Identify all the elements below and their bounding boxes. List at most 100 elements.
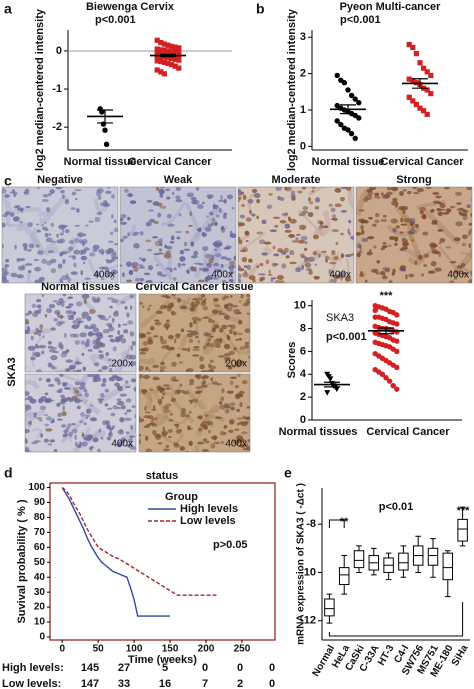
risk-value: 27 [118,662,130,674]
cell [239,214,246,219]
micrograph-border [138,293,251,373]
cell [56,389,63,394]
cell [84,324,89,330]
risk-row-label: High levels: [2,662,64,674]
tissue-strand [93,198,109,213]
cell [220,440,225,445]
cell [307,256,315,263]
panel-letter: b [256,1,265,17]
cell [407,190,412,195]
cell [60,394,65,399]
cell [375,272,380,275]
data-point [410,98,416,104]
cell [230,406,235,411]
cell [42,194,49,198]
cell [202,438,208,442]
cell [438,253,442,258]
cell [27,345,36,351]
cell [242,194,247,200]
data-point [345,87,351,93]
cell [281,263,287,269]
cell [105,190,112,194]
tissue-strand [190,444,200,452]
tissue-strand [160,201,186,226]
cell [51,347,57,350]
cell [449,260,457,264]
cell [97,448,101,452]
cell [165,245,173,250]
cell [108,315,112,318]
cell [62,194,65,200]
cell [333,274,341,280]
cell [307,212,314,218]
cell [70,207,76,211]
data-point [424,111,430,117]
cell [131,340,136,346]
cell [94,271,101,278]
cell [205,342,212,347]
data-point [176,50,182,56]
cell [148,369,152,372]
y-tick-label: 4 [300,368,307,380]
cell [222,213,227,220]
cell [108,240,114,244]
cell [142,388,147,395]
cell [195,187,199,191]
cell [111,425,115,430]
data-point [410,44,416,51]
cell [220,256,228,260]
risk-value: 0 [269,662,275,674]
cell [245,217,252,222]
y-tick-label: 10 [34,617,46,628]
cell [108,358,112,362]
cell [265,259,270,265]
cell [38,377,43,381]
cell [147,415,154,420]
cell [110,269,118,275]
cell [279,196,285,201]
cell [44,228,49,232]
cell [157,212,162,218]
cell [156,386,165,392]
cell [415,223,419,229]
cell [261,252,269,256]
cell [245,442,249,448]
micrograph [25,294,136,372]
cell [268,193,273,196]
cell [167,429,173,433]
cell [97,342,104,348]
cell [28,243,35,249]
cell [4,264,10,268]
magnification: 400x [447,270,469,281]
data-point [394,321,400,327]
cell [92,437,99,443]
cell [192,320,197,325]
cell [301,264,305,271]
cell [461,234,468,240]
cell [175,187,182,192]
cell [130,378,136,383]
cell [50,222,55,227]
cell [161,396,164,400]
y-tick-label: 2 [300,68,306,80]
cell [206,263,210,266]
cell [211,435,218,440]
cell [384,268,391,273]
cell [211,218,216,222]
cell [73,389,80,394]
cell [106,297,114,300]
cell [188,383,194,386]
cell [185,230,190,234]
cell [447,208,452,213]
data-point [410,78,416,84]
y-tick-label: 2 [300,391,306,403]
cell [204,414,209,417]
cell [100,437,104,440]
cell [145,435,149,441]
cell [21,264,26,271]
y-tick-label: 10 [294,300,306,312]
cell [122,323,128,326]
cell [50,240,57,244]
cell [213,297,219,302]
